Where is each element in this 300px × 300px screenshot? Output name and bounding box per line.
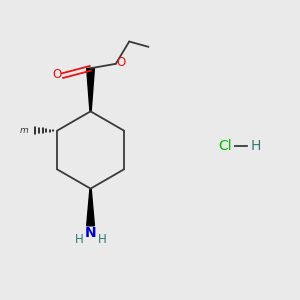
Polygon shape <box>87 189 94 226</box>
Polygon shape <box>87 68 94 111</box>
Text: m: m <box>20 126 29 135</box>
Text: H: H <box>251 139 261 152</box>
Text: O: O <box>52 68 62 81</box>
Text: H: H <box>98 233 106 246</box>
Text: H: H <box>75 233 84 246</box>
Text: N: N <box>85 226 96 240</box>
Text: Cl: Cl <box>218 139 232 152</box>
Text: O: O <box>116 56 125 69</box>
